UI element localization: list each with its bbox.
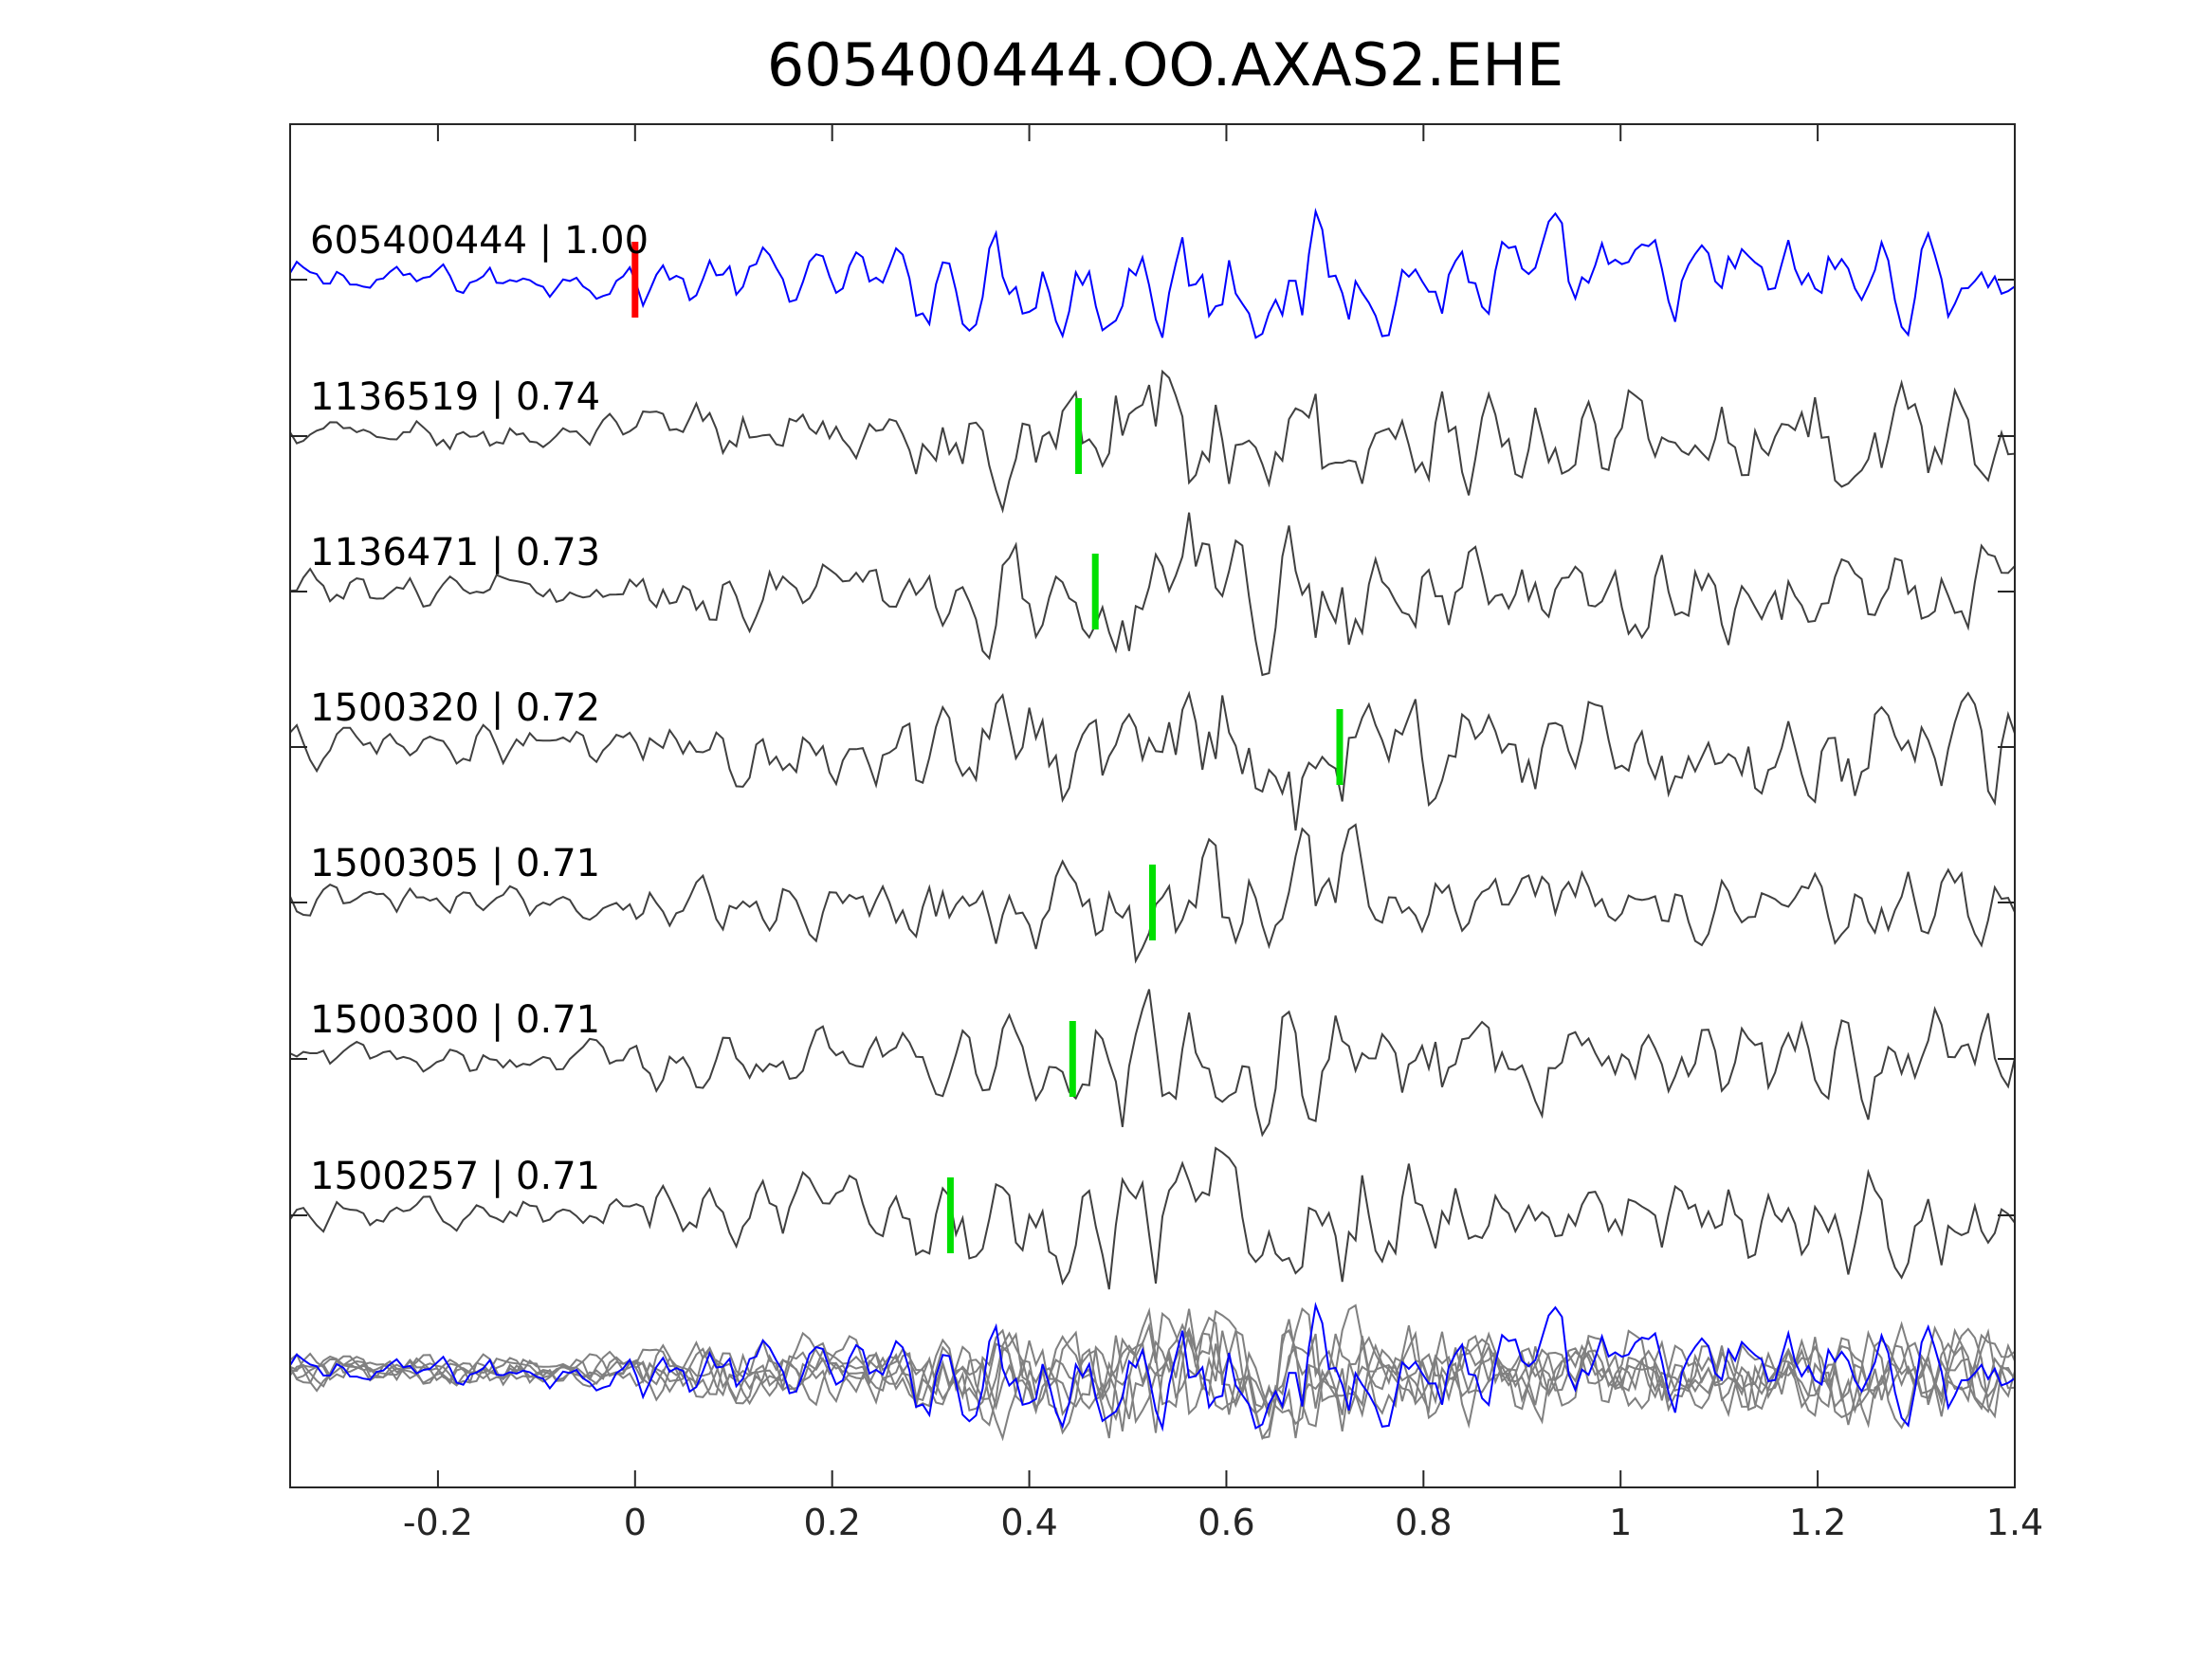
trace-label-1500305: 1500305 | 0.71 — [310, 842, 600, 885]
x-tick-label: 0.2 — [803, 1502, 860, 1543]
trace-line-1500300 — [289, 989, 2016, 1138]
y-ticks-layer — [290, 279, 2015, 1216]
trace-label-605400444: 605400444 | 1.00 — [310, 219, 649, 263]
x-tick-label: 1.2 — [1789, 1502, 1846, 1543]
trace-labels-layer: 605400444 | 1.00 1136519 | 0.74 1136471 | … — [310, 219, 649, 1198]
stack-overlay-trace-1136471 — [289, 1308, 2016, 1440]
picks-layer — [631, 242, 1344, 1253]
trace-line-1500257 — [289, 1146, 2016, 1290]
trace-line-1136471 — [289, 512, 2016, 677]
trace-label-1500320: 1500320 | 0.72 — [310, 686, 600, 730]
x-tick-label: 0.8 — [1395, 1502, 1452, 1543]
trace-label-1136471: 1136471 | 0.73 — [310, 531, 600, 574]
traces-layer — [289, 208, 2016, 1442]
stack-overlay-trace-1136519 — [289, 1311, 2016, 1442]
x-tick-label: 0.4 — [1000, 1502, 1057, 1543]
trace-line-605400444 — [289, 208, 2016, 339]
trace-label-1500257: 1500257 | 0.71 — [310, 1155, 600, 1198]
trace-line-1500320 — [289, 690, 2016, 831]
stack-overlay-trace-1500300 — [289, 1306, 2016, 1441]
x-tick-label: 1.4 — [1986, 1502, 2043, 1543]
x-tick-label: 1 — [1609, 1502, 1632, 1543]
x-axis-ticks: -0.2 0 0.2 0.4 0.6 0.8 1 1.2 1.4 — [403, 124, 2043, 1543]
x-tick-label: -0.2 — [403, 1502, 473, 1543]
stack-overlay-trace-1500305 — [289, 1304, 2016, 1425]
x-tick-label: 0 — [624, 1502, 647, 1543]
stack-overlay-template-trace — [289, 1302, 2016, 1432]
x-tick-label: 0.6 — [1197, 1502, 1254, 1543]
axes-box — [289, 123, 2016, 1488]
trace-label-1500300: 1500300 | 0.71 — [310, 998, 600, 1042]
chart-title: 605400444.OO.AXAS2.EHE — [767, 30, 1563, 100]
trace-label-1136519: 1136519 | 0.74 — [310, 375, 600, 419]
trace-line-1136519 — [289, 369, 2016, 514]
stack-overlay-trace-1500320 — [289, 1326, 2016, 1439]
